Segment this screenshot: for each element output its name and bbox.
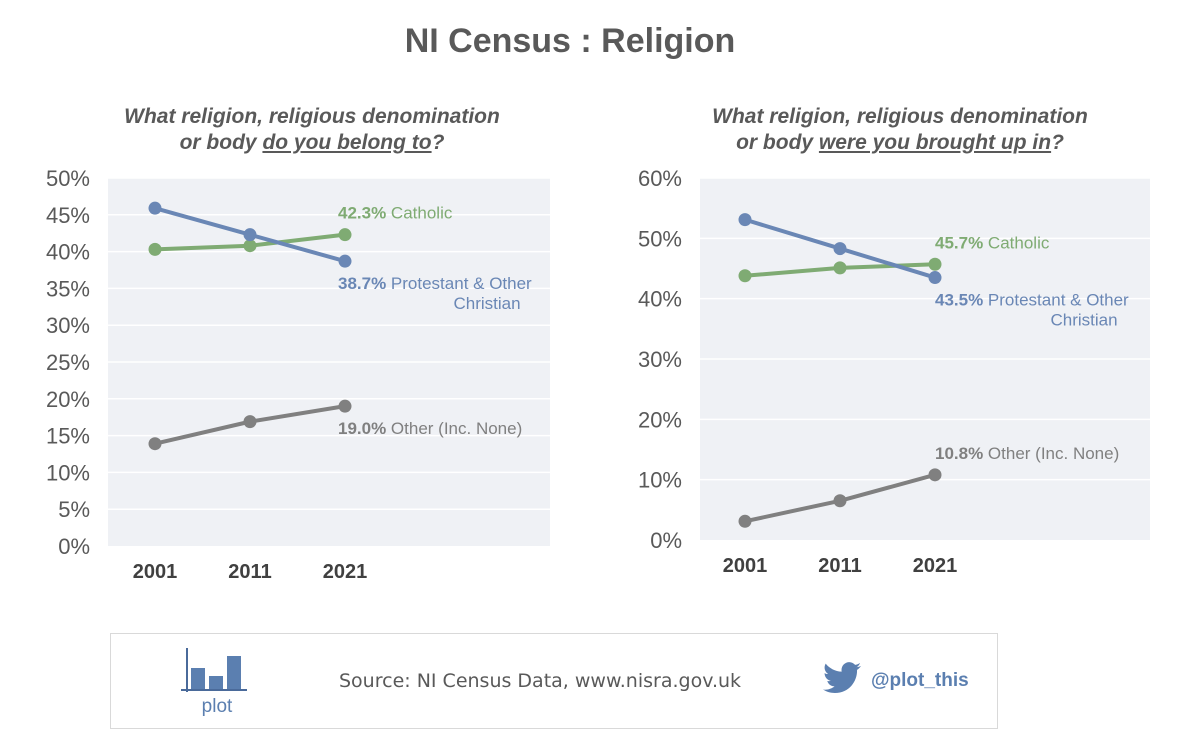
- data-point-other: [243, 415, 257, 429]
- twitter-bird-icon: [823, 662, 861, 694]
- y-tick-label: 35%: [46, 276, 90, 301]
- data-label-other: 19.0% Other (Inc. None): [338, 419, 522, 438]
- question-line-1: What religion, religious denomination: [712, 105, 1088, 128]
- data-point-catholic: [738, 269, 752, 283]
- data-point-other: [928, 468, 942, 482]
- y-tick-label: 20%: [46, 387, 90, 412]
- data-point-other: [148, 437, 162, 451]
- data-label-protestant: 38.7% Protestant & Other: [338, 274, 532, 293]
- y-tick-label: 0%: [650, 528, 682, 553]
- data-point-other: [833, 494, 847, 508]
- data-label-other: 10.8% Other (Inc. None): [935, 444, 1119, 463]
- x-tick-label: 2021: [913, 555, 958, 577]
- chart-question: What religion, religious denomination or…: [52, 104, 572, 156]
- data-point-protestant: [738, 213, 752, 227]
- chart-question: What religion, religious denomination or…: [640, 104, 1160, 156]
- data-point-protestant: [833, 242, 847, 256]
- data-point-other: [738, 514, 752, 528]
- data-point-catholic: [833, 261, 847, 275]
- series-name-protestant: Christian: [1051, 311, 1118, 330]
- question-line-1: What religion, religious denomination: [124, 105, 500, 128]
- data-label-protestant: 43.5% Protestant & Other: [935, 291, 1129, 310]
- data-point-protestant: [148, 201, 162, 215]
- data-point-other: [338, 399, 352, 413]
- data-label-catholic: 45.7% Catholic: [935, 233, 1050, 252]
- data-point-catholic: [148, 242, 162, 256]
- y-tick-label: 50%: [46, 166, 90, 191]
- x-tick-label: 2001: [133, 561, 178, 583]
- question-line-2: or body do you belong to?: [179, 131, 445, 154]
- y-tick-label: 5%: [58, 497, 90, 522]
- y-tick-label: 40%: [46, 240, 90, 265]
- data-label-catholic: 42.3% Catholic: [338, 204, 453, 223]
- line-chart-brought-up: 0% 10% 20% 30% 40% 50% 60% 2001 2011 2021 45.7% Ca…: [638, 166, 1150, 577]
- source-text: Source: NI Census Data, www.nisra.gov.uk: [339, 670, 742, 692]
- y-tick-label: 30%: [638, 347, 682, 372]
- question-line-2: or body were you brought up in?: [736, 131, 1064, 154]
- y-tick-label: 0%: [58, 534, 90, 559]
- y-tick-label: 60%: [638, 166, 682, 191]
- data-point-protestant: [338, 254, 352, 268]
- data-point-catholic: [338, 228, 352, 242]
- data-point-protestant: [928, 271, 942, 285]
- y-tick-label: 50%: [638, 226, 682, 251]
- y-tick-label: 10%: [46, 460, 90, 485]
- x-tick-label: 2011: [818, 555, 861, 577]
- y-tick-label: 45%: [46, 203, 90, 228]
- y-tick-label: 40%: [638, 287, 682, 312]
- y-tick-label: 20%: [638, 407, 682, 432]
- logo-text: plot: [202, 696, 233, 717]
- y-tick-label: 10%: [638, 468, 682, 493]
- x-tick-label: 2001: [723, 555, 768, 577]
- line-chart-belong: 0% 5% 10% 15% 20% 25% 30% 35% 40% 45% 50% 2001 2011 2…: [46, 166, 550, 583]
- y-tick-label: 15%: [46, 424, 90, 449]
- chart-panel-brought-up: What religion, religious denomination or…: [590, 100, 1170, 600]
- plot-logo: plot: [181, 648, 247, 717]
- main-title: NI Census : Religion: [404, 22, 736, 60]
- chart-panel-belong: What religion, religious denomination or…: [0, 100, 580, 600]
- data-point-protestant: [243, 228, 257, 242]
- x-tick-label: 2011: [228, 561, 271, 583]
- twitter-handle[interactable]: @plot_this: [871, 670, 969, 691]
- data-point-catholic: [928, 257, 942, 271]
- data-point-catholic: [243, 239, 257, 253]
- x-tick-label: 2021: [323, 561, 368, 583]
- y-tick-label: 30%: [46, 313, 90, 338]
- series-name-protestant: Christian: [454, 294, 521, 313]
- y-tick-label: 25%: [46, 350, 90, 375]
- footer-bar: plot Source: NI Census Data, www.nisra.g…: [110, 633, 998, 729]
